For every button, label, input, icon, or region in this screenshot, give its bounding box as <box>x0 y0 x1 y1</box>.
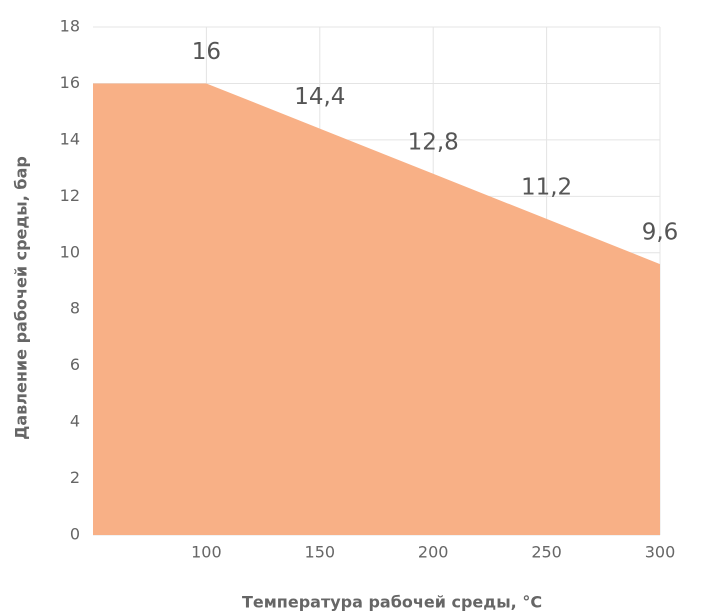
y-tick-label: 4 <box>70 412 80 431</box>
x-tick-label: 200 <box>418 543 449 562</box>
x-tick-label: 300 <box>645 543 676 562</box>
y-tick-label: 12 <box>60 186 80 205</box>
value-label: 16 <box>192 39 221 65</box>
value-label: 12,8 <box>408 129 459 155</box>
value-label: 11,2 <box>521 174 572 200</box>
value-label: 9,6 <box>642 220 679 246</box>
y-tick-label: 8 <box>70 299 80 318</box>
area <box>93 83 660 535</box>
x-axis-label: Температура рабочей среды, °C <box>242 593 542 612</box>
y-axis-label: Давление рабочей среды, бар <box>12 156 31 440</box>
x-tick-label: 100 <box>191 543 222 562</box>
x-tick-label: 150 <box>305 543 336 562</box>
y-tick-label: 6 <box>70 355 80 374</box>
y-tick-label: 0 <box>70 525 80 544</box>
y-tick-label: 14 <box>60 129 80 148</box>
y-tick-label: 2 <box>70 468 80 487</box>
y-tick-label: 16 <box>60 73 80 92</box>
y-tick-label: 18 <box>60 17 80 36</box>
y-tick-label: 10 <box>60 242 80 261</box>
x-tick-label: 250 <box>531 543 562 562</box>
value-label: 14,4 <box>294 84 345 110</box>
